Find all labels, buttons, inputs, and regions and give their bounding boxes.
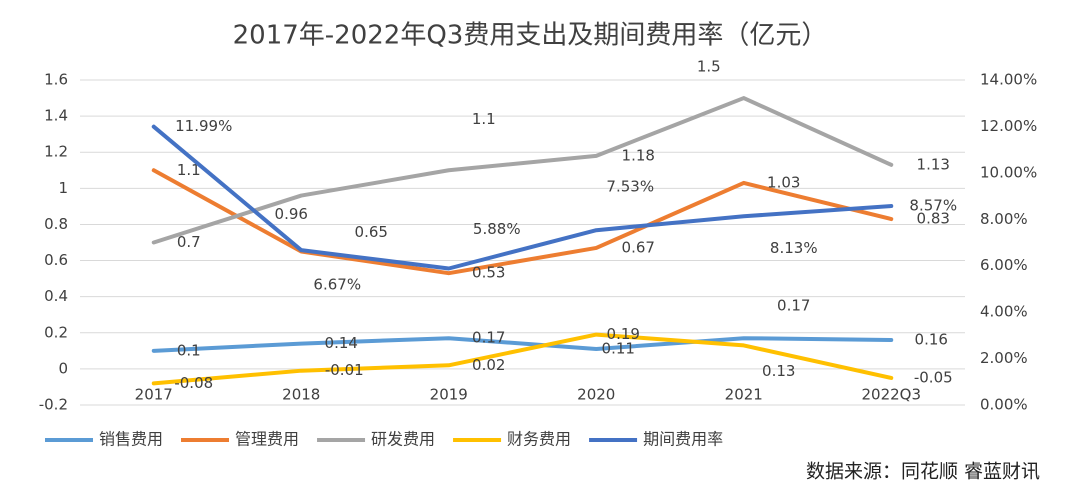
data-label: 0.65 xyxy=(355,223,388,241)
data-label: 1.18 xyxy=(622,146,655,164)
y-tick-label: 0.2 xyxy=(44,323,68,341)
data-label: 6.67% xyxy=(313,276,361,294)
data-label: 0.53 xyxy=(472,264,505,282)
data-label: 0.02 xyxy=(472,356,505,374)
y2-tick-label: 2.00% xyxy=(980,349,1028,367)
data-label: 1.13 xyxy=(917,155,950,173)
series-line xyxy=(151,124,894,271)
y-tick-label: 0 xyxy=(58,359,68,377)
data-label: 0.67 xyxy=(622,238,655,256)
data-label: -0.08 xyxy=(174,374,213,392)
data-label: 0.83 xyxy=(917,210,950,228)
x-tick-label: 2019 xyxy=(430,386,468,404)
data-label: 8.13% xyxy=(770,239,818,257)
data-label: 0.14 xyxy=(325,334,358,352)
data-label: 0.17 xyxy=(472,329,505,347)
y-tick-label: 0.4 xyxy=(44,287,68,305)
x-tick-label: 2018 xyxy=(282,386,320,404)
legend-label: 期间费用率 xyxy=(643,430,723,449)
data-label: 1.1 xyxy=(472,110,496,128)
y-tick-label: 1 xyxy=(58,179,68,197)
y2-tick-label: 8.00% xyxy=(980,210,1028,228)
series-line xyxy=(151,96,894,245)
data-label: 0.11 xyxy=(602,340,635,358)
data-label: 8.57% xyxy=(909,197,957,215)
series-line xyxy=(151,336,894,353)
data-label: 0.96 xyxy=(275,205,308,223)
y-tick-label: 1.6 xyxy=(44,71,68,89)
data-label: 1.03 xyxy=(767,173,800,191)
y2-tick-label: 4.00% xyxy=(980,303,1028,321)
x-tick-label: 2021 xyxy=(725,386,763,404)
y2-tick-label: 12.00% xyxy=(980,117,1037,135)
y2-tick-label: 6.00% xyxy=(980,256,1028,274)
y2-tick-label: 0.00% xyxy=(980,396,1028,414)
y2-tick-label: 14.00% xyxy=(980,71,1037,89)
data-label: -0.01 xyxy=(325,361,364,379)
data-label: 11.99% xyxy=(175,117,232,135)
source: 数据来源：同花顺 睿蓝财讯 xyxy=(806,461,1040,483)
legend-label: 销售费用 xyxy=(99,430,163,449)
data-label: 0.16 xyxy=(915,331,948,349)
x-tick-label: 2022Q3 xyxy=(861,386,921,404)
y-tick-label: 0.8 xyxy=(44,215,68,233)
y-tick-label: 1.2 xyxy=(44,143,68,161)
data-label: 0.17 xyxy=(777,297,810,315)
y-tick-label: -0.2 xyxy=(39,396,68,414)
data-label: -0.05 xyxy=(914,368,953,386)
data-label: 1.5 xyxy=(697,58,721,76)
legend-label: 财务费用 xyxy=(507,430,571,449)
data-label: 0.13 xyxy=(762,362,795,380)
y-tick-label: 0.6 xyxy=(44,251,68,269)
data-label: 0.1 xyxy=(177,341,201,359)
chart-title: 2017年-2022年Q3费用支出及期间费用率（亿元） xyxy=(233,21,828,51)
data-label: 5.88% xyxy=(473,220,521,238)
series-line xyxy=(151,168,894,276)
legend-label: 管理费用 xyxy=(235,430,299,449)
y2-tick-label: 10.00% xyxy=(980,163,1037,181)
x-tick-label: 2017 xyxy=(135,386,173,404)
data-label: 7.53% xyxy=(606,178,654,196)
legend-label: 研发费用 xyxy=(371,430,435,449)
series-line xyxy=(151,332,894,386)
y-tick-label: 1.4 xyxy=(44,107,68,125)
data-label: 1.1 xyxy=(177,161,201,179)
data-label: 0.19 xyxy=(607,325,640,343)
x-tick-label: 2020 xyxy=(577,386,615,404)
data-label: 0.7 xyxy=(177,233,201,251)
